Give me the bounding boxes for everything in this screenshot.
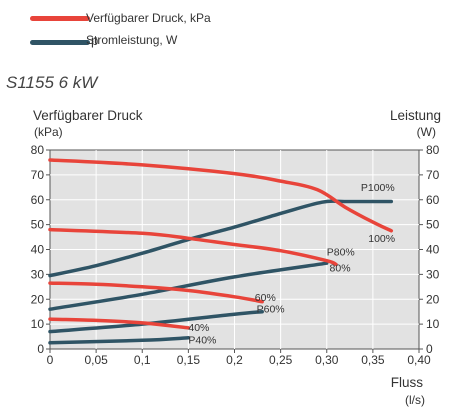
x-tick-label: 0,15 — [177, 353, 201, 367]
series-label-60: 60% — [255, 292, 276, 304]
series-line-power-p40 — [48, 336, 191, 345]
x-tick-label: 0,35 — [361, 353, 385, 367]
series-label-40: 40% — [188, 322, 209, 334]
y-tick-label-right: 60 — [426, 193, 440, 207]
series-line-pressure-100 — [48, 158, 394, 233]
series-label-80: 80% — [330, 262, 351, 274]
y-tick-label-left: 30 — [31, 267, 45, 281]
series-label-p100: P100% — [361, 182, 395, 194]
series-line-power-p60 — [48, 309, 264, 334]
series-label-100: 100% — [368, 233, 395, 245]
y-tick-label-left: 40 — [31, 243, 45, 257]
annotation-group: P100% 100% P80% 80% 60%P60% 40%P40% — [188, 182, 395, 346]
legend-pressure-swatch — [30, 15, 90, 21]
x-tick-label: 0 — [47, 353, 54, 367]
x-tick-label: 0,25 — [269, 353, 293, 367]
y-tick-label-right: 70 — [426, 168, 440, 182]
left-axis-title: Verfügbarer Druck — [33, 108, 143, 123]
legend-power-label: Stromleistung, W — [86, 33, 178, 47]
series-line-pressure-60 — [48, 281, 264, 304]
legend-pressure-label: Verfügbarer Druck, kPa — [86, 11, 211, 25]
x-tick-label: 0,40 — [407, 353, 431, 367]
y-tick-label-left: 60 — [31, 193, 45, 207]
model-title: S1155 6 kW — [6, 73, 98, 92]
y-tick-label-left: 70 — [31, 168, 45, 182]
series-group — [48, 158, 394, 345]
y-tick-label-left: 80 — [31, 143, 45, 157]
series-line-pressure-80 — [48, 227, 338, 267]
x-tick-label: 0,1 — [134, 353, 151, 367]
y-tick-label-right: 40 — [426, 243, 440, 257]
legend-power-marker: p — [91, 33, 99, 48]
left-axis-unit: (kPa) — [34, 125, 63, 139]
y-tick-label-right: 0 — [426, 342, 433, 356]
y-tick-label-right: 80 — [426, 143, 440, 157]
y-tick-label-right: 30 — [426, 267, 440, 281]
right-axis-unit: (W) — [416, 125, 436, 139]
legend-pressure — [30, 10, 90, 26]
series-line-power-p80 — [48, 261, 329, 311]
x-axis-title: Fluss — [390, 375, 423, 390]
right-axis-title: Leistung — [389, 108, 441, 123]
series-label-p40: P40% — [188, 335, 216, 347]
x-tick-label: 0,2 — [226, 353, 243, 367]
y-tick-label-left: 0 — [37, 342, 44, 356]
legend-power — [30, 34, 90, 50]
series-line-pressure-40 — [48, 317, 191, 330]
series-label-p60: P60% — [257, 303, 285, 315]
x-tick-label: 0,30 — [315, 353, 339, 367]
x-axis-unit: (l/s) — [405, 393, 425, 407]
series-label-p80: P80% — [327, 247, 355, 259]
y-tick-label-left: 50 — [31, 218, 45, 232]
y-tick-label-right: 20 — [426, 292, 440, 306]
y-tick-label-right: 10 — [426, 317, 440, 331]
legend-power-swatch — [30, 39, 90, 45]
y-tick-label-left: 10 — [31, 317, 45, 331]
x-tick-label: 0,05 — [84, 353, 108, 367]
y-tick-label-right: 50 — [426, 218, 440, 232]
y-tick-label-left: 20 — [31, 292, 45, 306]
grid-lines — [50, 150, 419, 349]
